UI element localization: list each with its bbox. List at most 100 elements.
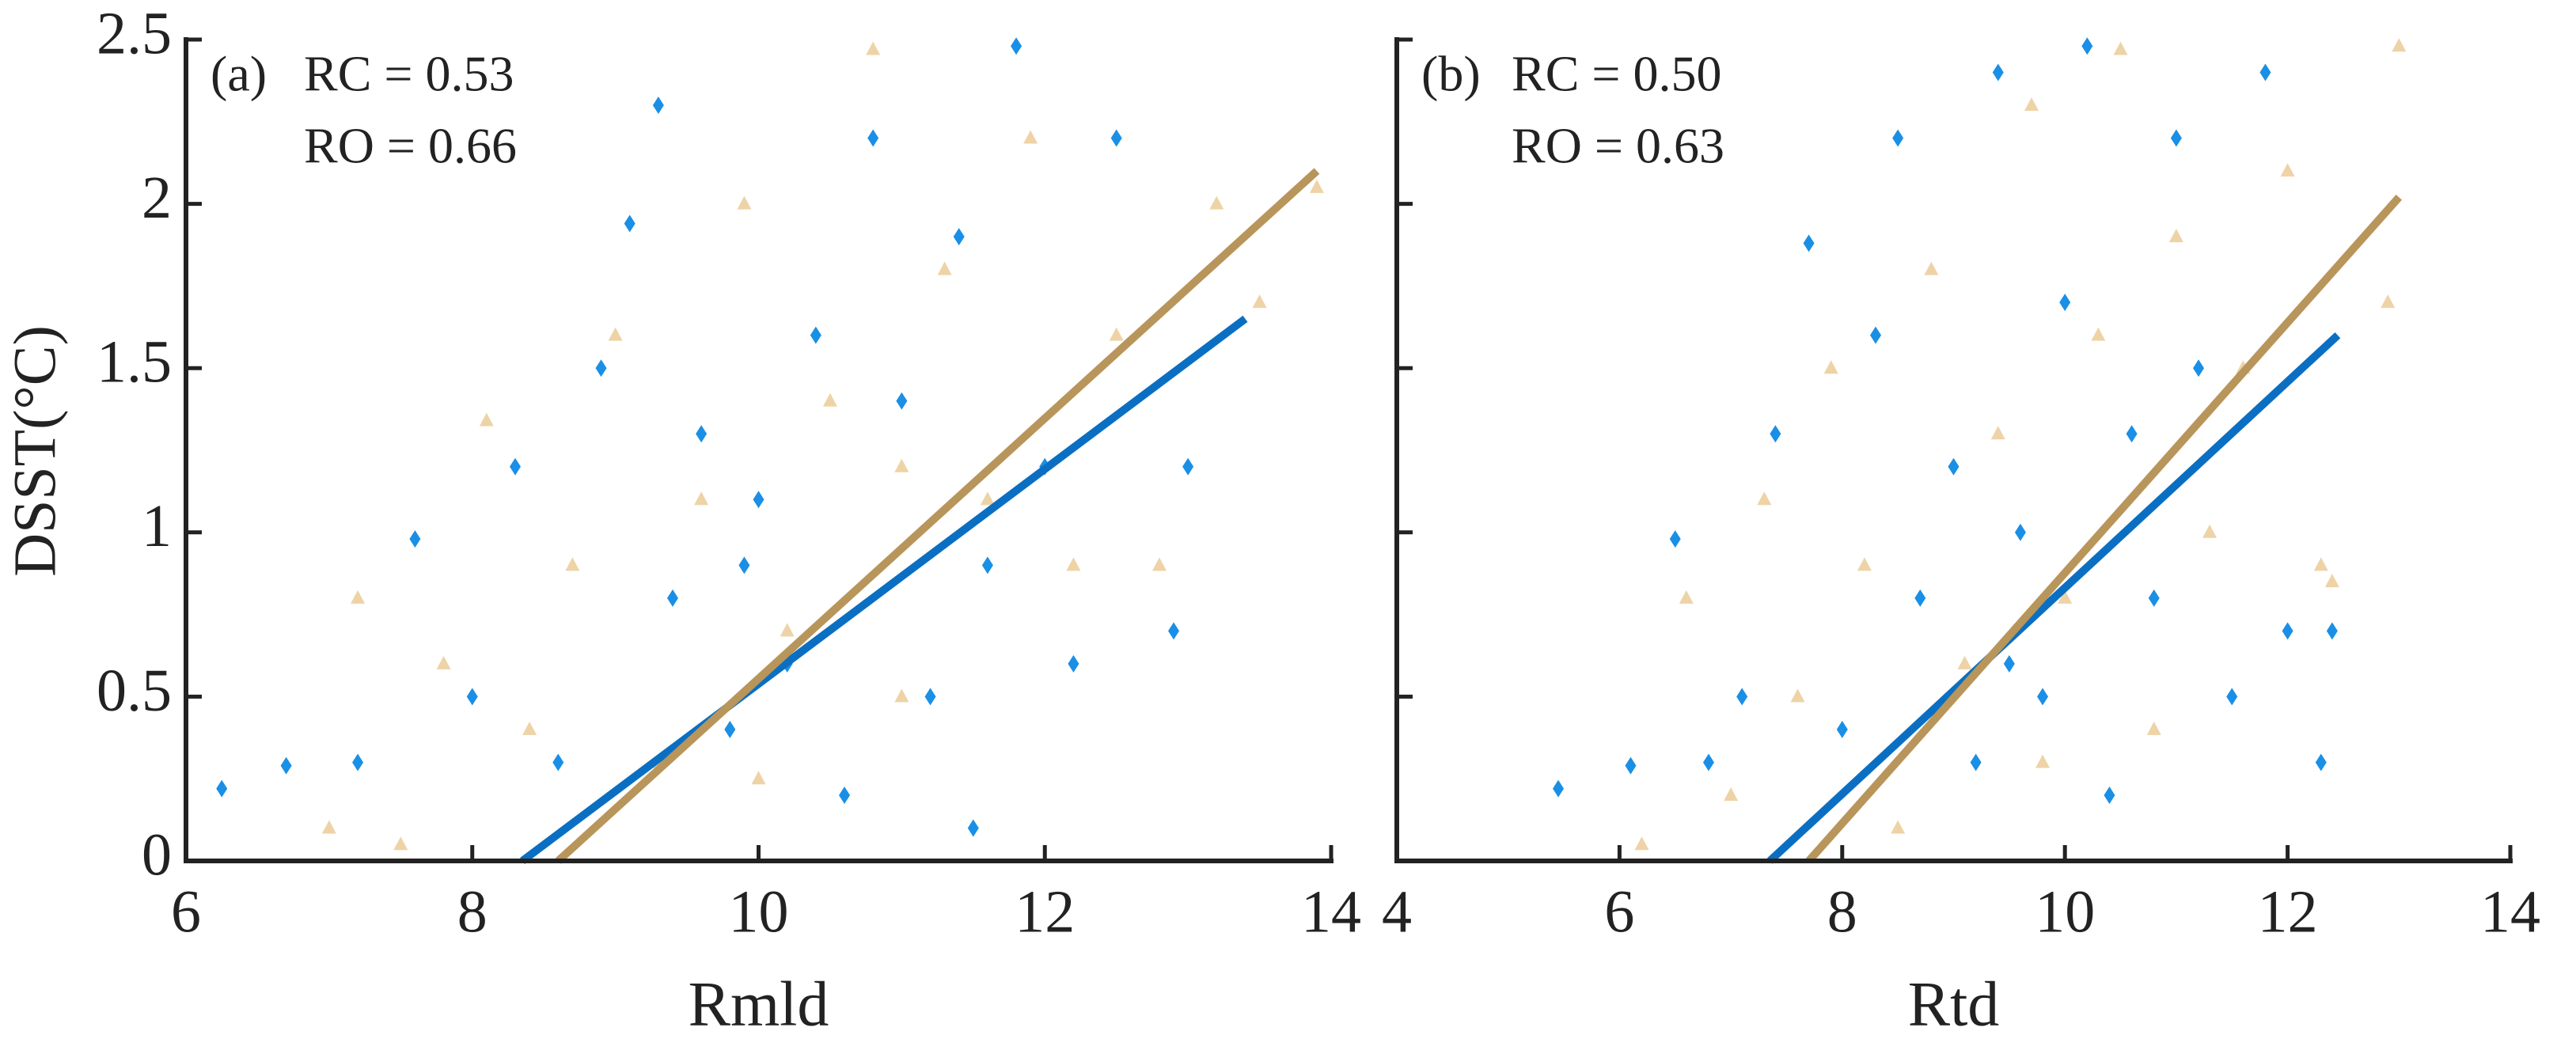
- scatter-point: [2202, 524, 2217, 538]
- scatter-point: [1891, 820, 1906, 834]
- scatter-point: [565, 557, 580, 571]
- scatter-point: [737, 195, 752, 210]
- x-tick-label: 8: [457, 878, 488, 945]
- x-tick-label: 8: [1827, 878, 1857, 945]
- scatter-point: [393, 836, 408, 851]
- scatter-point: [1857, 557, 1872, 571]
- fit-line: [1805, 194, 2403, 864]
- x-tick-label: 12: [2258, 878, 2318, 945]
- scatter-point: [1803, 234, 1815, 252]
- scatter-point: [2126, 425, 2138, 443]
- scatter-point: [280, 756, 292, 775]
- scatter-point: [1109, 327, 1124, 341]
- scatter-point: [409, 530, 421, 548]
- annotation: RC = 0.50: [1512, 46, 1721, 102]
- scatter-point: [1110, 129, 1122, 147]
- scatter-point: [1252, 294, 1267, 309]
- scatter-point: [2282, 622, 2293, 640]
- scatter-point: [981, 556, 993, 574]
- scatter-point: [724, 720, 736, 738]
- x-tick-label: 4: [1382, 878, 1412, 945]
- scatter-point: [1066, 557, 1081, 571]
- x-tick-label: 14: [1301, 878, 1361, 945]
- annotation: RC = 0.53: [304, 46, 514, 102]
- scatter-point: [2014, 523, 2026, 541]
- scatter-point: [2315, 753, 2327, 772]
- scatter-point: [1736, 688, 1748, 706]
- scatter-point: [2058, 590, 2073, 604]
- scatter-point: [2091, 327, 2106, 341]
- scatter-point: [1836, 720, 1848, 738]
- scatter-point: [1992, 63, 2004, 82]
- scatter-point: [352, 753, 364, 772]
- scatter-point: [466, 688, 478, 706]
- annotation: RO = 0.66: [304, 118, 517, 174]
- x-tick-label: 14: [2480, 878, 2540, 945]
- scatter-point: [522, 721, 537, 735]
- scatter-point: [2326, 622, 2338, 640]
- scatter-point: [1948, 457, 1960, 476]
- annotation: (a): [211, 46, 267, 102]
- scatter-point: [624, 214, 635, 233]
- scatter-point: [2170, 129, 2182, 147]
- scatter-point: [1634, 836, 1649, 851]
- scatter-point: [2081, 37, 2093, 55]
- annotation: (b): [1421, 46, 1481, 102]
- scatter-point: [216, 779, 228, 798]
- scatter-point: [1990, 426, 2005, 440]
- y-tick-label: 1: [142, 493, 172, 559]
- scatter-point: [1914, 589, 1926, 607]
- scatter-point: [1970, 753, 1982, 772]
- x-tick-label: 10: [2035, 878, 2095, 945]
- scatter-point: [896, 392, 908, 410]
- scatter-point: [1625, 756, 1637, 775]
- scatter-point: [2024, 97, 2039, 112]
- x-tick-label: 6: [1604, 878, 1634, 945]
- scatter-point: [2226, 688, 2238, 706]
- scatter-point: [1757, 491, 1772, 506]
- scatter-point: [2392, 38, 2407, 52]
- scatter-point: [552, 753, 564, 772]
- scatter-point: [894, 688, 909, 703]
- scatter-point: [479, 412, 494, 427]
- scatter-point: [894, 458, 909, 472]
- scatter-point: [1151, 557, 1167, 571]
- scatter-point: [810, 326, 821, 344]
- scatter-point: [1068, 654, 1079, 673]
- y-tick-label: 2: [142, 165, 172, 231]
- scatter-point: [2113, 41, 2128, 55]
- y-tick-label: 0: [142, 821, 172, 888]
- scatter-point: [924, 688, 936, 706]
- scatter-point: [753, 491, 764, 509]
- scatter-point: [2381, 294, 2396, 309]
- y-tick-label: 1.5: [97, 329, 172, 396]
- annotation: RO = 0.63: [1512, 118, 1724, 174]
- scatter-point: [1011, 37, 1022, 55]
- scatter-point: [2104, 786, 2115, 804]
- scatter-point: [1790, 688, 1805, 703]
- scatter-point: [1702, 753, 1714, 772]
- scatter-point: [1309, 179, 1324, 193]
- scatter-point: [1669, 530, 1681, 548]
- y-axis-label: DSST(°C): [2, 325, 68, 577]
- scatter-point: [652, 97, 664, 115]
- scatter-point: [2324, 574, 2339, 588]
- scatter-point: [2003, 654, 2015, 673]
- scatter-point: [738, 556, 750, 574]
- scatter-point: [1892, 129, 1904, 147]
- scatter-point: [867, 129, 879, 147]
- scatter-point: [510, 457, 522, 476]
- scatter-point: [839, 786, 851, 804]
- scatter-point: [595, 359, 607, 377]
- scatter-point: [967, 819, 979, 837]
- scatter-point: [1023, 130, 1038, 144]
- scatter-point: [751, 771, 766, 785]
- fit-line: [555, 168, 1320, 864]
- scatter-point: [2059, 294, 2071, 312]
- scatter-point: [351, 590, 366, 604]
- scatter-point: [1209, 195, 1224, 210]
- scatter-point: [1823, 360, 1838, 374]
- scatter-point: [780, 623, 795, 637]
- scatter-point: [2313, 557, 2328, 571]
- scatter-point: [436, 655, 451, 669]
